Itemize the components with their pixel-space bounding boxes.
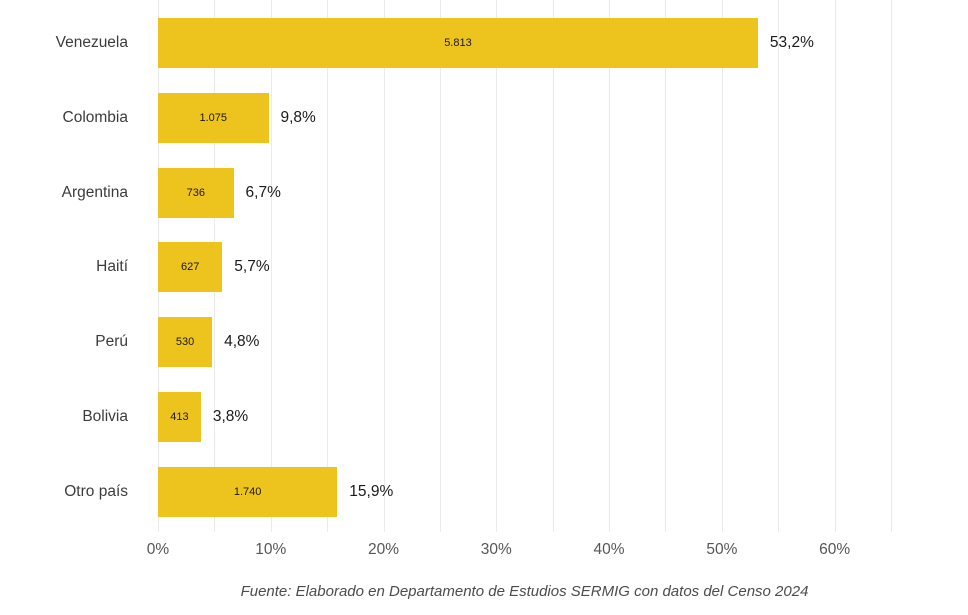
category-label-haiti: Haití [96,258,128,276]
percent-label-peru: 4,8% [224,333,260,351]
x-tick-label-50: 50% [706,541,738,558]
gridline-20 [383,0,385,532]
gridline-45 [665,0,667,532]
gridline-60 [834,0,836,532]
bar-otro-pais[interactable]: 1.740 [158,466,338,517]
gridline-65 [891,0,892,532]
plot-area: 5.813 53,2% 1.075 9,8% 736 6,7% 627 5,7% 530 4,8%… [158,0,892,532]
gridline-40 [609,0,611,532]
x-tick-label-30: 30% [480,541,512,558]
category-label-otro-pais: Otro país [64,482,128,500]
bar-value-label: 627 [180,261,200,274]
category-label-argentina: Argentina [61,183,128,201]
gridline-35 [552,0,554,532]
bar-venezuela[interactable]: 5.813 [158,18,758,68]
category-label-colombia: Colombia [62,108,128,126]
percent-label-bolivia: 3,8% [212,408,249,425]
x-tick-label-10: 10% [255,541,287,558]
source-note: Fuente: Elaborado en Departamento de Est… [240,583,809,600]
category-label-venezuela: Venezuela [55,34,128,51]
bar-colombia[interactable]: 1.075 [158,92,269,143]
percent-label-venezuela: 53,2% [769,34,814,51]
percent-label-colombia: 9,8% [280,108,316,126]
bar-bolivia[interactable]: 413 [158,392,201,442]
gridline-50 [721,0,723,532]
bar-value-label: 530 [175,336,195,349]
category-label-bolivia: Bolivia [82,408,128,425]
gridline-55 [778,0,780,532]
gridline-10 [270,0,272,532]
percent-label-otro-pais: 15,9% [349,482,394,500]
bar-value-label: 736 [186,186,205,199]
bar-peru[interactable]: 530 [158,317,213,368]
gridline-30 [496,0,498,532]
gridline-25 [439,0,441,532]
bar-argentina[interactable]: 736 [158,167,234,218]
bar-value-label: 413 [170,411,189,423]
x-tick-label-0: 0% [146,541,170,558]
bar-haiti[interactable]: 627 [158,242,223,293]
gridline-15 [327,0,329,532]
category-label-peru: Perú [95,333,128,351]
x-tick-label-20: 20% [368,541,400,558]
bar-value-label: 5.813 [444,37,472,49]
x-tick-label-60: 60% [819,541,851,558]
percent-label-haiti: 5,7% [234,258,270,276]
bar-value-label: 1.740 [233,485,262,498]
x-tick-label-40: 40% [593,541,625,558]
percent-label-argentina: 6,7% [245,183,281,201]
bar-value-label: 1.075 [199,111,228,124]
